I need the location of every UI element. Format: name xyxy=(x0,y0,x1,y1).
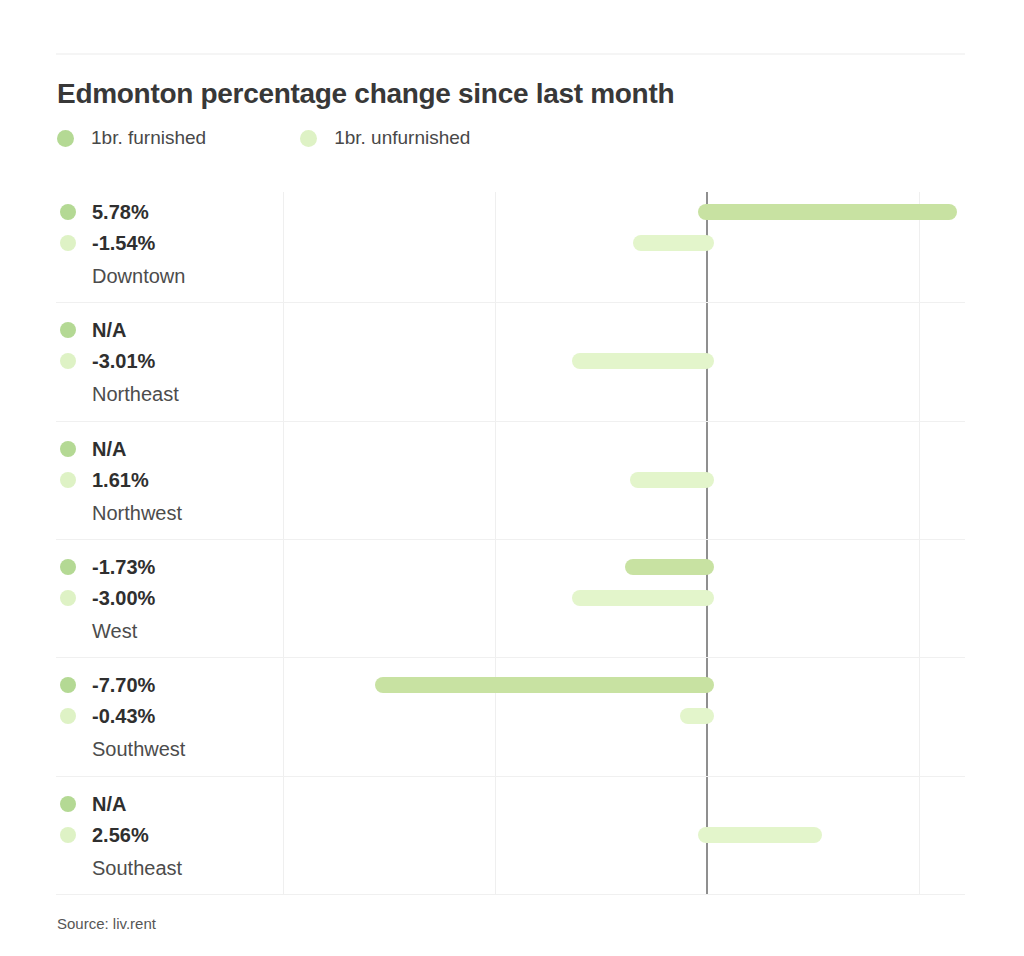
plot-area: 5.78%-1.54%DowntownN/A-3.01%NortheastN/A… xyxy=(0,184,1024,894)
unfurnished-dot-icon xyxy=(60,708,76,724)
furnished-dot-icon xyxy=(60,559,76,575)
unfurnished-bar xyxy=(572,353,714,369)
chart-card: Edmonton percentage change since last mo… xyxy=(0,0,1024,956)
top-divider xyxy=(56,53,965,55)
unfurnished-value: -1.54% xyxy=(92,232,155,255)
legend-item-unfurnished: 1br. unfurnished xyxy=(300,127,470,149)
chart-row: 5.78% -1.54% Downtown xyxy=(0,184,1024,302)
region-label: Downtown xyxy=(92,265,185,288)
furnished-dot-icon xyxy=(60,204,76,220)
unfurnished-legend-dot-icon xyxy=(300,130,317,147)
legend-item-furnished: 1br. furnished xyxy=(57,127,206,149)
furnished-value: 5.78% xyxy=(92,201,149,224)
furnished-bar xyxy=(375,677,714,693)
unfurnished-bar xyxy=(680,708,714,724)
unfurnished-value: 1.61% xyxy=(92,468,149,491)
chart-row: -7.70% -0.43% Southwest xyxy=(0,657,1024,775)
unfurnished-bar xyxy=(572,590,714,606)
chart-row: -1.73% -3.00% West xyxy=(0,539,1024,657)
furnished-value: -1.73% xyxy=(92,555,155,578)
unfurnished-bar xyxy=(633,235,714,251)
region-label: Northeast xyxy=(92,383,179,406)
furnished-legend-dot-icon xyxy=(57,130,74,147)
furnished-value: N/A xyxy=(92,437,126,460)
region-label: Southwest xyxy=(92,738,185,761)
unfurnished-value: 2.56% xyxy=(92,823,149,846)
chart-title: Edmonton percentage change since last mo… xyxy=(57,78,674,110)
region-label: Southeast xyxy=(92,856,182,879)
unfurnished-dot-icon xyxy=(60,235,76,251)
furnished-dot-icon xyxy=(60,677,76,693)
chart-row: N/A 1.61% Northwest xyxy=(0,421,1024,539)
region-label: West xyxy=(92,619,137,642)
furnished-dot-icon xyxy=(60,441,76,457)
furnished-value: N/A xyxy=(92,792,126,815)
chart-row: N/A 2.56% Southeast xyxy=(0,776,1024,894)
unfurnished-value: -3.00% xyxy=(92,586,155,609)
source-note: Source: liv.rent xyxy=(57,915,156,932)
furnished-dot-icon xyxy=(60,796,76,812)
furnished-value: N/A xyxy=(92,319,126,342)
plot-bottom-line xyxy=(56,894,965,895)
chart-row: N/A -3.01% Northeast xyxy=(0,302,1024,420)
unfurnished-dot-icon xyxy=(60,590,76,606)
legend-label-furnished: 1br. furnished xyxy=(91,127,206,149)
region-label: Northwest xyxy=(92,501,182,524)
legend-label-unfurnished: 1br. unfurnished xyxy=(334,127,470,149)
furnished-dot-icon xyxy=(60,322,76,338)
unfurnished-value: -0.43% xyxy=(92,705,155,728)
furnished-bar xyxy=(698,204,957,220)
unfurnished-dot-icon xyxy=(60,827,76,843)
unfurnished-dot-icon xyxy=(60,472,76,488)
unfurnished-bar xyxy=(698,827,822,843)
unfurnished-dot-icon xyxy=(60,353,76,369)
unfurnished-value: -3.01% xyxy=(92,350,155,373)
chart-legend: 1br. furnished 1br. unfurnished xyxy=(57,127,470,149)
unfurnished-bar xyxy=(630,472,714,488)
furnished-value: -7.70% xyxy=(92,674,155,697)
furnished-bar xyxy=(625,559,714,575)
